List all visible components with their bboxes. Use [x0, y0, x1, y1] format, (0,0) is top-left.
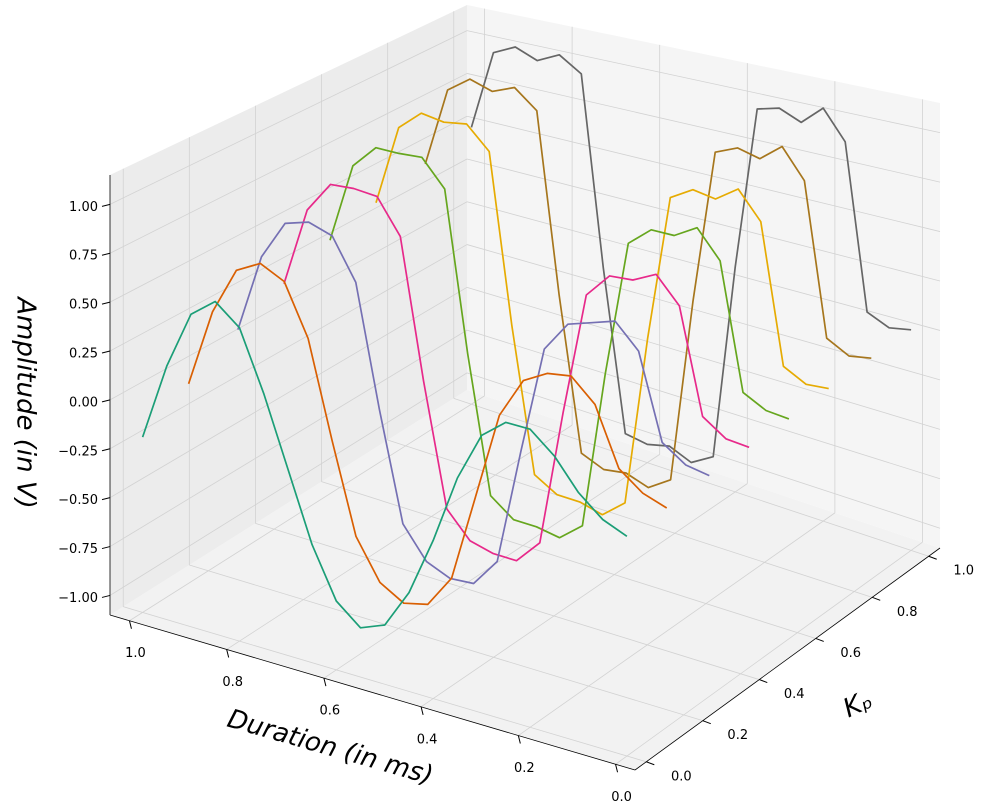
- tick-mark: [128, 620, 132, 629]
- z-tick-label: 0.75: [69, 249, 98, 264]
- y-tick-label: 0.4: [784, 687, 805, 702]
- x-tick-label: 1.0: [125, 646, 146, 661]
- tick-mark: [101, 252, 111, 256]
- grid-line: [129, 395, 485, 622]
- z-tick-label: 1.00: [69, 200, 98, 215]
- y-tick-label: 0.8: [897, 605, 918, 620]
- tick-mark: [101, 301, 111, 305]
- tick-mark: [928, 555, 937, 560]
- tick-mark: [101, 546, 111, 550]
- grid-line: [109, 73, 468, 254]
- tick-mark: [101, 448, 111, 452]
- series-line: [187, 262, 668, 606]
- z-axis-label: Amplitude (in V): [11, 295, 41, 509]
- tick-mark: [101, 594, 111, 598]
- tick-mark: [101, 497, 111, 501]
- z-tick-label: −0.25: [58, 444, 98, 459]
- grid-line: [109, 158, 468, 352]
- z-tick-label: −0.75: [58, 542, 98, 557]
- grid-line: [615, 541, 923, 765]
- grid-line: [321, 481, 816, 639]
- y-tick-label: 0.6: [840, 646, 861, 661]
- grid-line: [466, 30, 941, 134]
- axis-line: [634, 547, 941, 771]
- floor-pane: [110, 390, 940, 770]
- tick-mark: [815, 637, 824, 642]
- y-tick-label: 0.0: [671, 769, 692, 784]
- grid-line: [420, 483, 748, 708]
- grid-line: [123, 606, 647, 763]
- tick-mark: [323, 678, 327, 687]
- lines: [141, 46, 912, 629]
- grid-line: [109, 372, 468, 596]
- z-tick-label: 0.25: [69, 347, 98, 362]
- grid-line: [109, 115, 468, 303]
- grid-line: [466, 115, 941, 232]
- grid-line: [387, 439, 873, 598]
- grid-line: [466, 286, 941, 430]
- grid-line: [466, 73, 941, 183]
- x-tick-label: 0.8: [222, 675, 243, 690]
- tick-mark: [420, 706, 424, 715]
- z-tick-label: −1.00: [58, 591, 98, 606]
- series-line: [237, 221, 710, 585]
- tick-mark: [101, 203, 111, 207]
- tick-mark: [101, 350, 111, 354]
- panes: [110, 5, 940, 770]
- grid-line: [189, 564, 703, 722]
- grid-line: [453, 397, 929, 557]
- series-line: [283, 183, 750, 562]
- x-tick-label: 0.2: [514, 761, 535, 776]
- grid-line: [109, 201, 468, 401]
- series-line: [329, 146, 790, 539]
- grid-line: [466, 329, 941, 480]
- grid-line: [466, 201, 941, 331]
- series-line: [470, 46, 912, 464]
- x-tick-label: 0.4: [417, 732, 438, 747]
- side-pane: [110, 5, 467, 615]
- y-tick-label: 0.2: [727, 728, 748, 743]
- grid-line: [518, 512, 836, 736]
- axis-line: [109, 614, 636, 771]
- back-pane: [467, 5, 940, 548]
- grid-line: [109, 286, 468, 499]
- series-line: [375, 112, 829, 516]
- tick-mark: [226, 649, 230, 658]
- x-tick-label: 0.6: [320, 704, 341, 719]
- z-tick-label: −0.50: [58, 493, 98, 508]
- z-tick-label: 0.50: [69, 298, 98, 313]
- grid-line: [255, 522, 760, 680]
- tick-mark: [101, 399, 111, 403]
- grid-line: [226, 424, 573, 650]
- tick-mark: [646, 761, 655, 766]
- y-tick-label: 1.0: [953, 564, 974, 579]
- grid-line: [109, 329, 468, 547]
- x-tick-label: 0.0: [611, 790, 632, 802]
- series-line: [141, 300, 628, 629]
- grid-line: [109, 30, 468, 205]
- tick-mark: [872, 596, 881, 601]
- tick-mark: [759, 679, 768, 684]
- grid-line: [466, 372, 941, 529]
- y-axis-label: Kₚ: [839, 685, 877, 724]
- tick-mark: [517, 735, 521, 744]
- series-line: [424, 78, 872, 489]
- tick-mark: [615, 764, 619, 773]
- z-tick-label: 0.00: [69, 395, 98, 410]
- tick-mark: [702, 720, 711, 725]
